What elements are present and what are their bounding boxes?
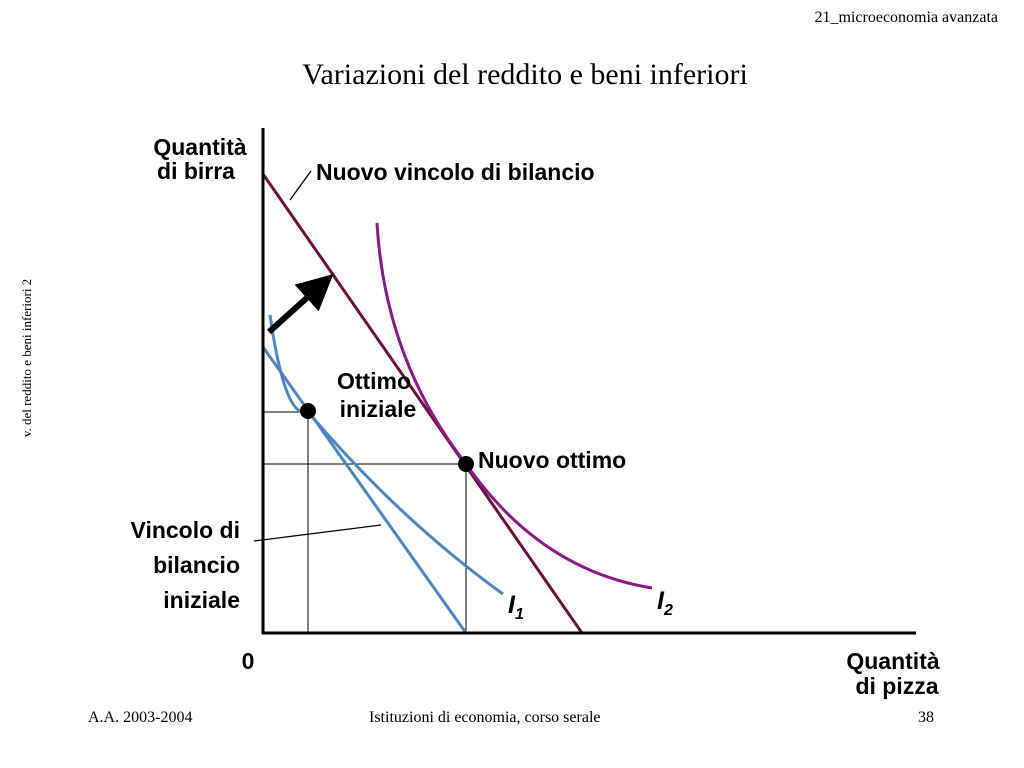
x-axis-label-line-2: di pizza: [855, 673, 938, 699]
curve-label-i2: I2: [657, 587, 673, 619]
course-label: 21_microeconomia avanzata: [814, 9, 998, 26]
indifference-curve-i1: [268, 314, 504, 596]
footer-page-number: 38: [918, 709, 934, 726]
initial-budget-label-line-3: iniziale: [163, 587, 240, 613]
initial-budget-line: [261, 346, 468, 634]
new-optimum-point: [458, 456, 474, 472]
x-axis-label-line-1: Quantità: [846, 648, 939, 674]
initial-budget-leader: [253, 524, 382, 542]
initial-optimum-label-line-2: iniziale: [340, 396, 417, 422]
initial-optimum-point: [300, 403, 316, 419]
new-budget-label: Nuovo vincolo di bilancio: [316, 159, 595, 185]
slide-title: Variazioni del reddito e beni inferiori: [302, 58, 748, 91]
new-optimum-label: Nuovo ottimo: [478, 447, 626, 473]
origin-label: 0: [242, 648, 255, 674]
footer-course-name: Istituzioni di economia, corso serale: [369, 709, 601, 726]
footer-academic-year: A.A. 2003-2004: [88, 709, 193, 726]
new-budget-line: [261, 173, 584, 634]
y-axis-label-line-2: di birra: [157, 158, 235, 184]
curve-label-i1: I1: [508, 591, 524, 623]
budget-shift-arrow: [266, 273, 334, 335]
initial-budget-label-line-2: bilancio: [153, 552, 240, 578]
new-budget-leader: [289, 170, 312, 201]
initial-budget-label-line-1: Vincolo di: [131, 517, 240, 543]
initial-optimum-label-line-1: Ottimo: [337, 368, 411, 394]
y-axis-label-line-1: Quantità: [153, 134, 246, 160]
